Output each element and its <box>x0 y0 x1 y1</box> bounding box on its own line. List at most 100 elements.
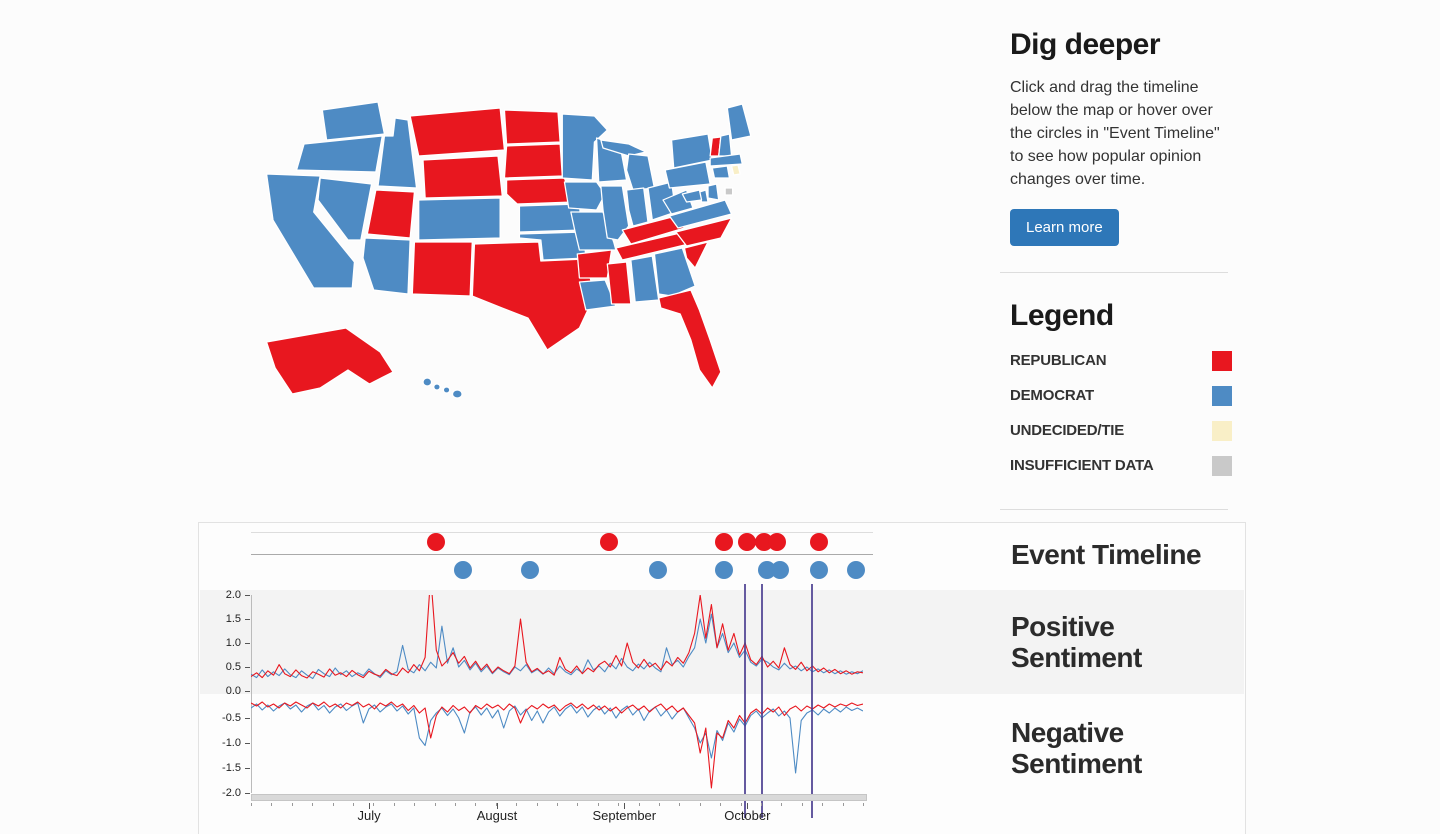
line-republican-negative <box>251 701 863 789</box>
state-il[interactable] <box>600 185 630 241</box>
state-ak[interactable] <box>265 327 394 395</box>
event-circle-republican[interactable] <box>599 533 618 551</box>
x-axis-minor-tick <box>271 803 273 806</box>
legend-item-label: INSUFFICIENT DATA <box>1010 457 1154 474</box>
x-axis-minor-tick <box>455 803 456 806</box>
state-co[interactable] <box>418 197 501 241</box>
us-choropleth-map[interactable] <box>258 100 783 400</box>
legend-title: Legend <box>1010 299 1114 332</box>
event-circle-democrat[interactable] <box>715 561 734 579</box>
event-circle-democrat[interactable] <box>770 561 789 579</box>
y-axis-tick-mark <box>245 691 250 692</box>
state-mt[interactable] <box>409 107 506 157</box>
state-ia[interactable] <box>563 181 606 211</box>
x-axis-minor-tick <box>516 803 518 806</box>
legend-item-label: DEMOCRAT <box>1010 387 1094 404</box>
state-ct[interactable] <box>711 165 731 179</box>
positive-sentiment-chart[interactable] <box>251 595 863 691</box>
state-nh[interactable] <box>718 133 733 157</box>
state-hi[interactable] <box>451 389 463 399</box>
event-circle-democrat[interactable] <box>454 561 473 579</box>
legend-item: UNDECIDED/TIE <box>1010 413 1232 448</box>
y-axis-tick-mark <box>245 743 250 744</box>
section-label-negative-sentiment: Negative Sentiment <box>1011 717 1142 779</box>
state-mi[interactable] <box>625 153 656 191</box>
x-axis-month-label: July <box>357 808 381 823</box>
state-nj[interactable] <box>707 183 720 201</box>
state-id[interactable] <box>377 117 418 189</box>
x-axis-minor-tick <box>332 803 334 806</box>
event-circle-democrat[interactable] <box>648 561 667 579</box>
state-la[interactable] <box>578 279 617 311</box>
state-ky[interactable] <box>621 215 686 245</box>
y-axis-tick-label: 0.0 <box>225 685 241 697</box>
state-mi-upper[interactable] <box>600 139 647 157</box>
event-circle-democrat[interactable] <box>809 561 828 579</box>
timeline-grid-line <box>251 532 873 533</box>
y-axis-tick-mark <box>245 718 250 719</box>
legend-item: REPUBLICAN <box>1010 343 1232 378</box>
state-sd[interactable] <box>503 143 563 179</box>
state-nd[interactable] <box>503 109 561 145</box>
state-ar[interactable] <box>576 249 613 279</box>
x-axis-minor-tick <box>659 803 660 806</box>
state-az[interactable] <box>362 237 411 295</box>
state-ga[interactable] <box>653 247 696 297</box>
state-ne[interactable] <box>505 177 574 205</box>
event-circle-republican[interactable] <box>738 533 756 551</box>
y-axis-tick-mark <box>245 619 250 620</box>
x-axis-minor-tick <box>312 803 314 806</box>
state-pa[interactable] <box>664 161 711 189</box>
y-axis-tick-label: 1.0 <box>225 637 241 649</box>
event-circle-republican[interactable] <box>767 533 786 551</box>
y-axis-tick-label: 0.5 <box>225 661 241 673</box>
sidebar: Dig deeper Click and drag the timeline b… <box>1000 28 1232 510</box>
state-md[interactable] <box>681 189 703 203</box>
state-mn[interactable] <box>561 113 608 181</box>
timeline-brush-bar[interactable] <box>251 794 867 801</box>
state-fl[interactable] <box>658 289 722 389</box>
state-nm[interactable] <box>411 241 473 297</box>
legend-item-swatch <box>1212 420 1232 441</box>
state-ca[interactable] <box>265 173 356 289</box>
legend-item-swatch <box>1212 350 1232 371</box>
event-circle-republican[interactable] <box>715 533 734 551</box>
state-ma[interactable] <box>709 153 743 167</box>
state-wy[interactable] <box>422 155 503 199</box>
event-circle-republican[interactable] <box>426 533 445 551</box>
state-hi[interactable] <box>433 383 441 391</box>
x-axis-minor-tick <box>761 803 762 806</box>
section-label-event-timeline: Event Timeline <box>1011 539 1202 570</box>
event-circle-republican[interactable] <box>809 533 828 551</box>
state-hi[interactable] <box>422 377 433 387</box>
section-label-positive-sentiment: Positive Sentiment <box>1011 611 1142 673</box>
event-circle-democrat[interactable] <box>847 561 866 579</box>
learn-more-button[interactable]: Learn more <box>1010 209 1119 246</box>
state-nc[interactable] <box>675 217 733 247</box>
x-axis-minor-tick <box>720 803 722 806</box>
state-va[interactable] <box>668 199 733 229</box>
state-in[interactable] <box>625 187 649 227</box>
negative-sentiment-chart[interactable] <box>251 693 863 793</box>
event-circle-democrat[interactable] <box>521 561 539 579</box>
x-axis-minor-tick <box>251 803 252 806</box>
x-axis-minor-tick <box>863 803 864 806</box>
state-al[interactable] <box>630 255 660 303</box>
state-dc[interactable] <box>724 187 734 196</box>
state-ri[interactable] <box>730 164 741 176</box>
state-or[interactable] <box>295 135 383 173</box>
dig-deeper-title: Dig deeper <box>1010 28 1161 61</box>
state-me[interactable] <box>726 103 752 141</box>
state-ut[interactable] <box>366 189 416 239</box>
x-axis-minor-tick <box>495 803 497 806</box>
x-axis-minor-tick <box>475 803 477 806</box>
state-ms[interactable] <box>606 261 632 305</box>
x-axis-minor-tick <box>393 803 395 806</box>
x-axis-major-tick <box>497 803 499 809</box>
state-hi[interactable] <box>442 386 451 394</box>
state-tx[interactable] <box>471 241 596 351</box>
state-wa[interactable] <box>321 101 386 141</box>
state-sc[interactable] <box>683 241 709 269</box>
x-axis-minor-tick <box>353 803 354 806</box>
state-nv[interactable] <box>317 177 373 241</box>
